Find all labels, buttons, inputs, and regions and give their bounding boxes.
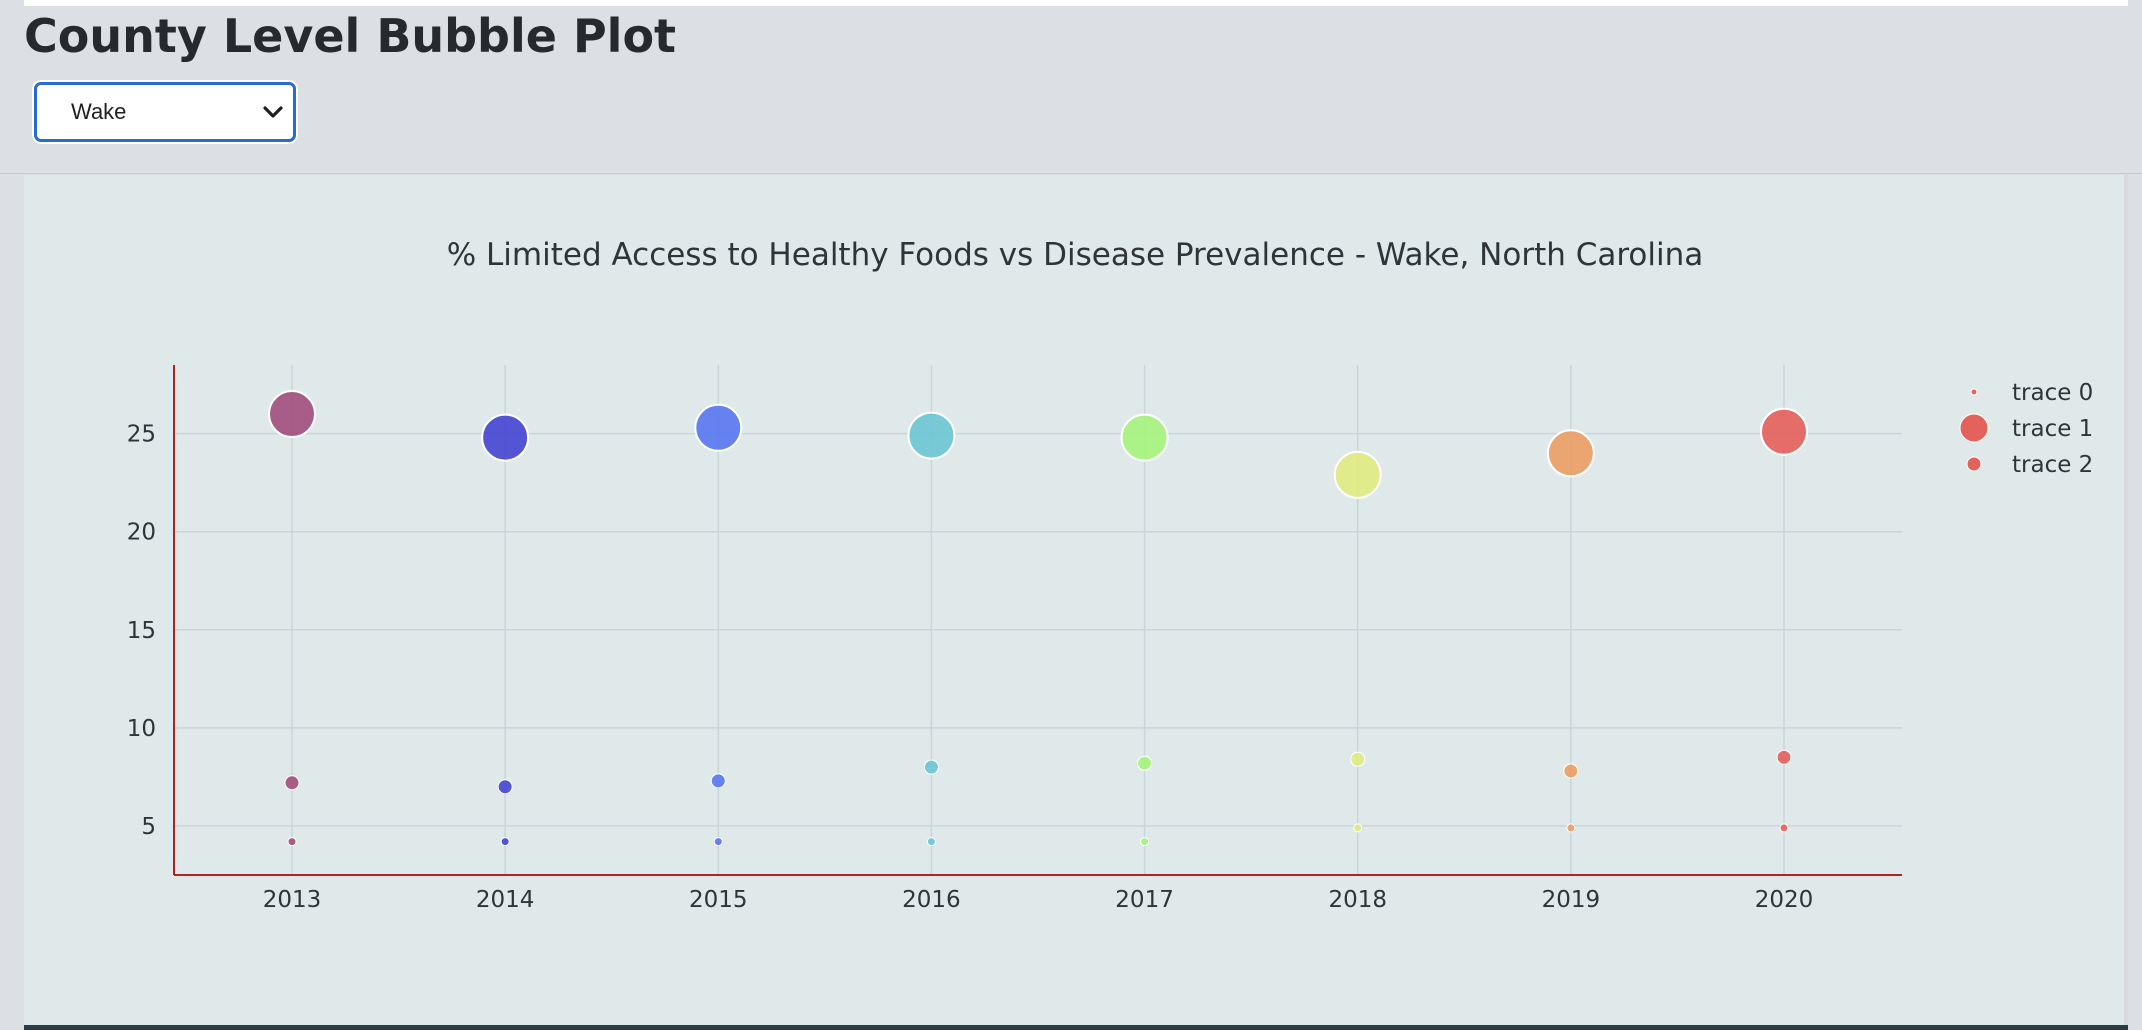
x-tick-label: 2013 xyxy=(263,887,322,913)
x-tick-label: 2018 xyxy=(1328,887,1387,913)
bubble-trace-1-2020[interactable] xyxy=(1760,407,1808,456)
bubble-trace-1-2017[interactable] xyxy=(1120,413,1169,462)
bubble-chart[interactable]: % Limited Access to Healthy Foods vs Dis… xyxy=(24,175,2124,1025)
x-tick-label: 2014 xyxy=(476,887,535,913)
bubble-trace-0-2018[interactable] xyxy=(1353,823,1363,833)
bubble-trace-0-2013[interactable] xyxy=(287,837,297,847)
y-tick-label: 10 xyxy=(127,716,156,742)
right-edge xyxy=(2124,175,2128,1030)
bubble-trace-0-2017[interactable] xyxy=(1140,837,1150,847)
legend-marker[interactable] xyxy=(1966,456,1982,472)
x-tick-label: 2016 xyxy=(902,887,961,913)
county-select[interactable]: Wake xyxy=(34,82,296,142)
x-tick-label: 2015 xyxy=(689,887,748,913)
y-tick-label: 5 xyxy=(141,814,156,840)
chart-panel: % Limited Access to Healthy Foods vs Dis… xyxy=(24,175,2124,1025)
legend-label[interactable]: trace 0 xyxy=(2012,380,2093,406)
y-tick-label: 25 xyxy=(127,422,156,448)
x-tick-label: 2017 xyxy=(1115,887,1174,913)
y-tick-label: 15 xyxy=(127,618,156,644)
y-tick-label: 20 xyxy=(127,520,156,546)
bubble-trace-1-2019[interactable] xyxy=(1546,429,1595,478)
legend-label[interactable]: trace 2 xyxy=(2012,452,2093,478)
bubble-trace-1-2016[interactable] xyxy=(907,411,956,460)
legend-marker[interactable] xyxy=(1970,388,1978,396)
bubble-trace-0-2016[interactable] xyxy=(926,837,936,847)
bubble-trace-2-2013[interactable] xyxy=(284,775,300,791)
bubble-trace-1-2018[interactable] xyxy=(1333,450,1382,499)
bubble-trace-1-2013[interactable] xyxy=(268,390,316,439)
bubble-trace-2-2019[interactable] xyxy=(1563,763,1579,779)
chevron-down-icon xyxy=(263,106,283,118)
bubble-trace-2-2017[interactable] xyxy=(1137,755,1153,771)
legend-label[interactable]: trace 1 xyxy=(2012,416,2093,442)
bubble-trace-2-2016[interactable] xyxy=(923,759,939,775)
chart-title: % Limited Access to Healthy Foods vs Dis… xyxy=(447,237,1704,273)
bubble-trace-2-2015[interactable] xyxy=(710,773,726,789)
bubble-trace-0-2019[interactable] xyxy=(1566,823,1576,833)
county-select-value: Wake xyxy=(71,99,127,124)
bubble-trace-2-2018[interactable] xyxy=(1350,751,1366,767)
bubble-trace-1-2015[interactable] xyxy=(694,403,743,452)
bubble-trace-0-2020[interactable] xyxy=(1779,823,1789,833)
x-tick-label: 2020 xyxy=(1755,887,1814,913)
bubble-trace-0-2014[interactable] xyxy=(500,837,510,847)
top-strip xyxy=(24,0,2128,6)
page-title: County Level Bubble Plot xyxy=(24,9,677,63)
x-tick-label: 2019 xyxy=(1542,887,1601,913)
bubble-trace-2-2014[interactable] xyxy=(497,779,513,795)
bubble-trace-1-2014[interactable] xyxy=(481,413,530,462)
bubble-trace-2-2020[interactable] xyxy=(1776,749,1792,765)
legend-marker[interactable] xyxy=(1959,413,1989,443)
header-divider xyxy=(0,173,2142,174)
bottom-strip xyxy=(24,1025,2128,1030)
bubble-trace-0-2015[interactable] xyxy=(713,837,723,847)
